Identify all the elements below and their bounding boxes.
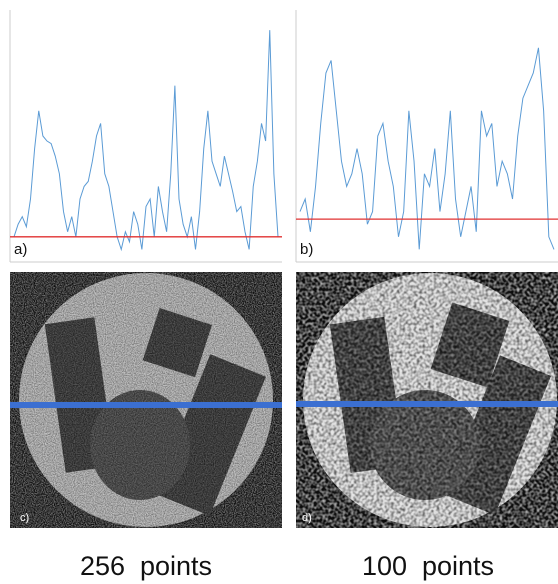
caption: 256 points bbox=[80, 551, 212, 581]
noise bbox=[296, 272, 558, 528]
profile-line bbox=[296, 401, 558, 407]
panel-label: b) bbox=[300, 241, 313, 258]
image-d bbox=[296, 272, 558, 528]
data-line bbox=[299, 47, 555, 250]
data-line bbox=[13, 30, 279, 252]
caption: 100 points bbox=[362, 551, 494, 581]
noise bbox=[10, 272, 282, 528]
panel-label: c) bbox=[20, 512, 29, 524]
profile-line bbox=[10, 402, 282, 408]
panel-label: a) bbox=[14, 241, 27, 258]
image-c bbox=[10, 272, 282, 528]
panel-label: d) bbox=[302, 512, 312, 524]
